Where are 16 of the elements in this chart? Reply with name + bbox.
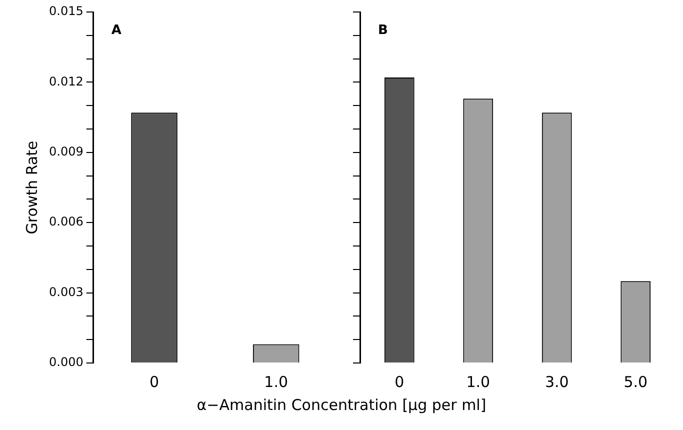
x-tick-label: 3.0 (544, 372, 569, 391)
annotation: B (378, 22, 388, 38)
x-tick-label: 5.0 (624, 372, 648, 391)
x-axis-title: α−Amanitin Concentration [μg per ml] (196, 396, 488, 414)
y-tick-label: 0.009 (48, 144, 84, 159)
y-tick-label: 0.015 (48, 4, 84, 18)
x-tick-label: 1.0 (466, 372, 490, 391)
x-tick-label: 0 (149, 372, 160, 391)
annotation: A (111, 22, 122, 38)
y-tick-label: 0.006 (48, 214, 84, 229)
y-tick-label: 0.003 (48, 284, 84, 299)
y-tick-label: 0.012 (48, 74, 84, 88)
x-tick-label: 1.0 (264, 372, 288, 391)
y-tick-label: 0.000 (48, 355, 84, 370)
y-axis-title: Growth Rate (22, 140, 41, 234)
x-tick-label: 0 (394, 372, 404, 391)
